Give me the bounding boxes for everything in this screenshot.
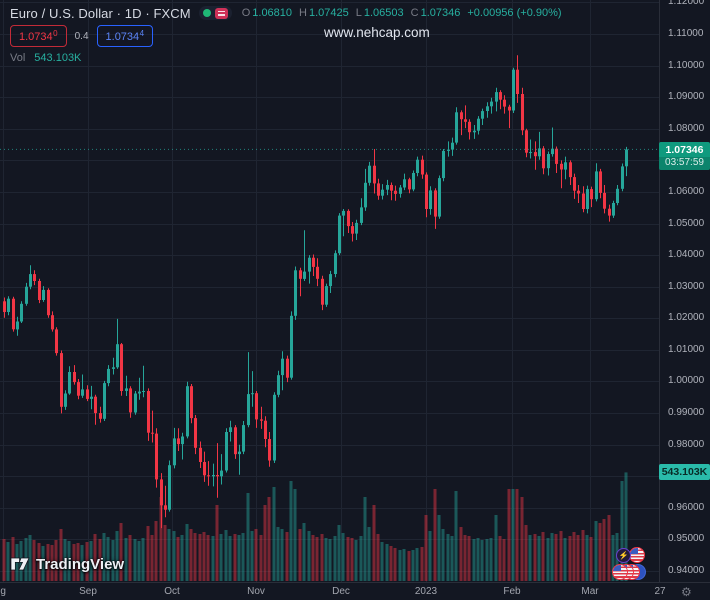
price-tick-label: 0.95000 [668, 533, 705, 544]
time-tick-label: 27 [654, 586, 666, 597]
candlestick-chart[interactable] [0, 0, 659, 582]
us-flag-event-icon[interactable] [629, 547, 645, 563]
us-flag-event-icon[interactable] [612, 564, 628, 580]
high-label: H [299, 7, 307, 19]
price-tick-label: 1.08000 [668, 123, 705, 134]
legend-source-toggle[interactable] [198, 6, 232, 20]
bar-countdown: 03:57:59 [659, 157, 710, 170]
price-tick-label: 1.01000 [668, 344, 705, 355]
market-status-dot-icon [202, 9, 211, 17]
price-tick-label: 1.02000 [668, 312, 705, 323]
time-tick-label: Nov [247, 586, 265, 597]
open-value: 1.06810 [252, 7, 293, 19]
tradingview-logo[interactable]: TradingView [10, 555, 124, 573]
price-tick-label: 1.12000 [668, 0, 705, 7]
watermark-text: www.nehcap.com [324, 25, 430, 40]
spread-value: 0.4 [74, 30, 89, 42]
current-price-badge: 1.07346 03:57:59 [659, 142, 710, 170]
high-value: 1.07425 [308, 7, 349, 19]
sell-bid-button[interactable]: 1.07340 [10, 25, 67, 47]
event-marker-row-2[interactable] [612, 564, 646, 580]
price-tick-label: 1.10000 [668, 60, 705, 71]
price-tick-label: 0.94000 [668, 565, 705, 576]
buy-ask-button[interactable]: 1.07344 [96, 25, 154, 47]
tradingview-logo-icon [10, 557, 30, 571]
close-label: C [410, 7, 419, 19]
event-marker-row-1[interactable]: ⚡ [616, 547, 645, 563]
time-tick-label: Feb [503, 586, 521, 597]
volume-label: Vol [10, 52, 26, 64]
current-price-value: 1.07346 [665, 144, 704, 156]
price-tick-label: 1.09000 [668, 91, 705, 102]
price-tick-label: 0.98000 [668, 439, 705, 450]
symbol-title[interactable]: Euro / U.S. Dollar · 1D · FXCM [10, 5, 191, 21]
time-tick-label: Aug [0, 586, 6, 597]
price-tick-label: 0.99000 [668, 407, 705, 418]
time-tick-label: Sep [79, 586, 97, 597]
ohlc-values: O 1.06810 H 1.07425 L 1.06503 C 1.07346 … [242, 7, 562, 19]
axis-settings-gear-icon[interactable]: ⚙ [681, 585, 692, 599]
price-tick-label: 1.00000 [668, 375, 705, 386]
price-tick-label: 1.05000 [668, 218, 705, 229]
volume-value: 543.103K [34, 52, 82, 64]
volume-axis-badge: 543.103K [659, 464, 710, 480]
legend-menu-icon [214, 7, 228, 19]
time-tick-label: 2023 [414, 586, 438, 597]
low-value: 1.06503 [363, 7, 404, 19]
price-tick-label: 1.11000 [668, 28, 704, 39]
price-tick-label: 1.06000 [668, 186, 705, 197]
price-tick-label: 0.96000 [668, 502, 705, 513]
volume-legend-row: Vol 543.103K [10, 52, 562, 64]
flash-event-icon[interactable]: ⚡ [616, 547, 631, 563]
time-tick-label: Mar [581, 586, 599, 597]
time-axis[interactable]: ⚙ Aug Sep Oct Nov Dec 2023 Feb Mar 27 [0, 582, 710, 600]
open-label: O [241, 7, 251, 19]
time-tick-label: Dec [332, 586, 350, 597]
price-tick-label: 1.03000 [668, 281, 705, 292]
price-tick-label: 1.04000 [668, 249, 705, 260]
tradingview-logo-text: TradingView [36, 555, 125, 573]
close-value: 1.07346 [420, 7, 461, 19]
price-axis[interactable]: 1.120001.110001.100001.090001.080001.070… [659, 0, 710, 582]
low-label: L [355, 7, 362, 19]
chart-legend: Euro / U.S. Dollar · 1D · FXCM O 1.06810… [10, 5, 562, 64]
change-value: +0.00956 (+0.90%) [467, 7, 562, 19]
time-tick-label: Oct [164, 586, 180, 597]
